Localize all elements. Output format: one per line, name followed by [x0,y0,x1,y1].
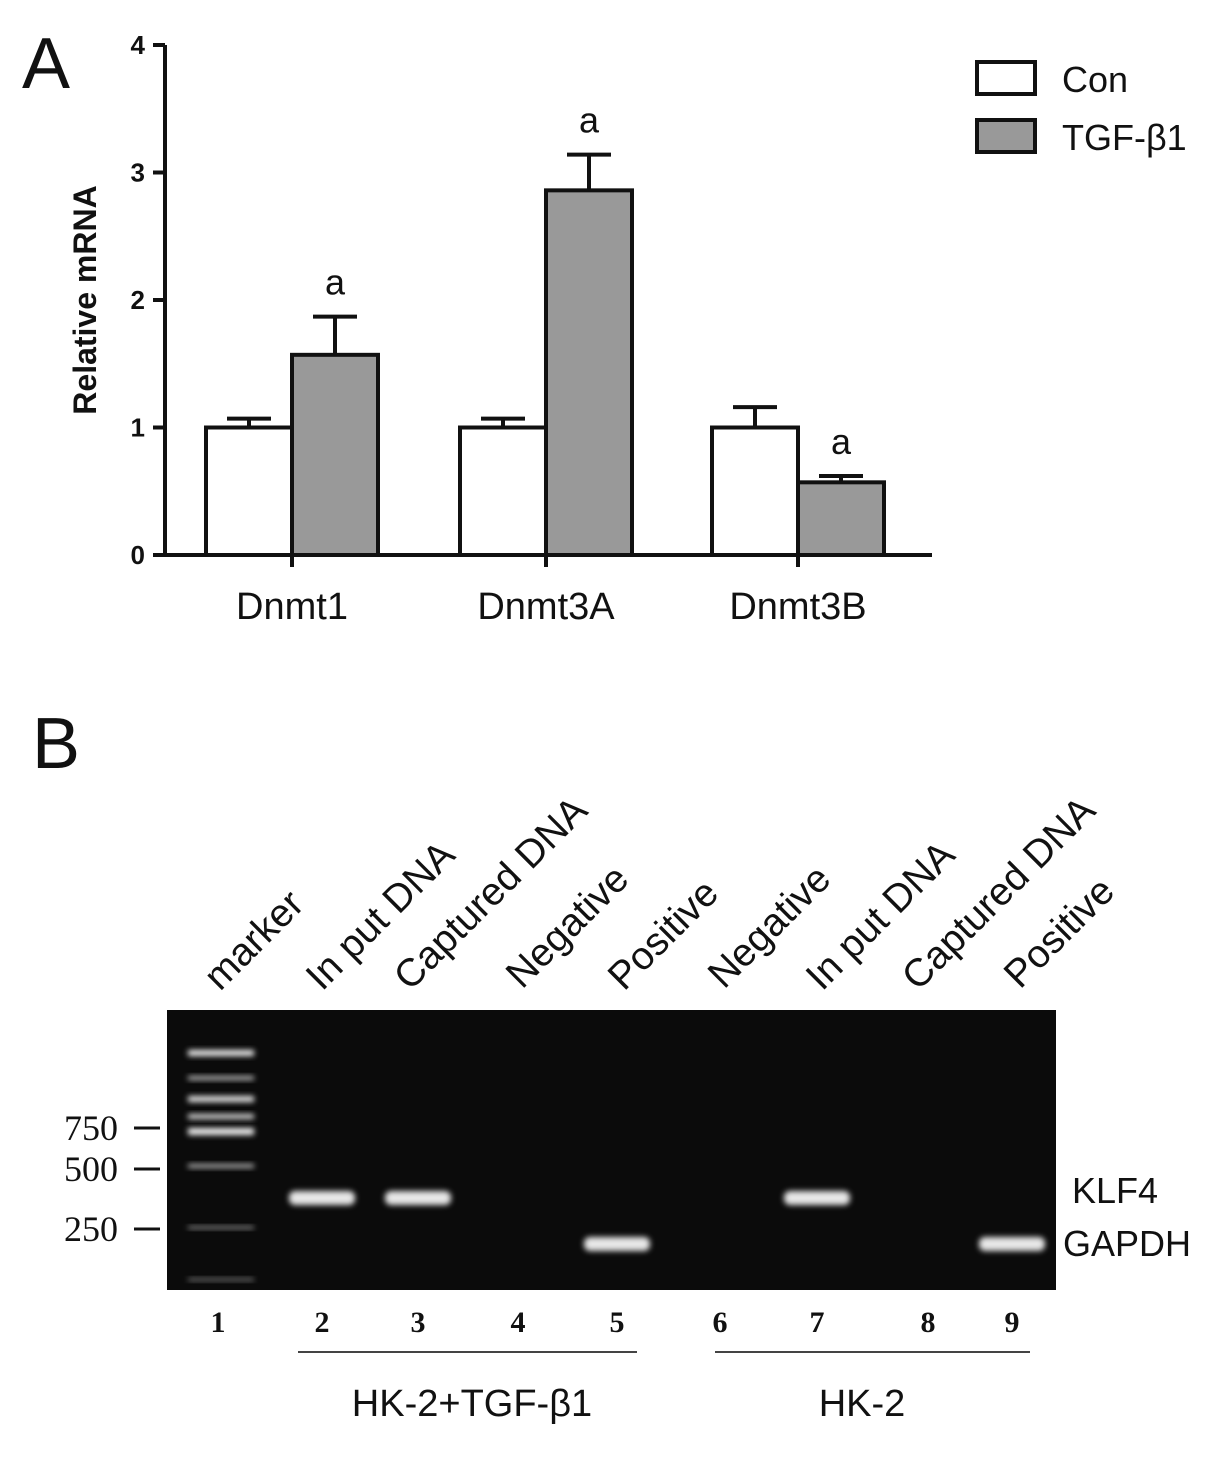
marker-band [188,1114,254,1119]
bar-chart: 0 1 2 3 4 Relative mRNA Dnmt1 a Dnmt3A a Dnmt3B a [67,30,932,628]
size-marker-label: 500 [64,1149,118,1189]
bar [710,425,800,557]
lane-number: 1 [211,1306,226,1339]
y-tick-label: 0 [131,540,145,570]
size-marker-label: 250 [64,1209,118,1249]
gel-band [385,1191,451,1205]
bar [796,480,886,558]
y-axis-label: Relative mRNA [67,185,103,414]
gel-band [979,1237,1045,1251]
chart-legend: Con TGF-β1 [975,59,1187,158]
lane-number: 7 [810,1306,825,1339]
gel-band [784,1191,850,1205]
significance-annotation: a [325,262,346,303]
marker-band [188,1096,254,1102]
size-marker-label: 750 [64,1108,118,1148]
lane-number: 4 [511,1306,526,1339]
y-tick-label: 2 [131,285,145,315]
group-label: HK-2 [819,1383,906,1425]
lane-number: 9 [1005,1306,1020,1339]
legend-swatch [975,118,1037,154]
gel-band [289,1191,355,1205]
x-category-label: Dnmt3A [477,586,615,628]
marker-band [188,1050,254,1056]
significance-annotation: a [831,421,852,462]
bar [290,352,380,558]
legend-swatch [975,60,1037,96]
panel-b-letter: B [32,704,80,784]
bar [458,425,548,557]
lane-name-label: marker [196,882,312,998]
lane-number: 5 [610,1306,625,1339]
x-category-label: Dnmt1 [236,586,348,628]
marker-band [188,1226,254,1229]
lane-number: 8 [921,1306,936,1339]
lane-number: 3 [411,1306,426,1339]
legend-label: TGF-β1 [1062,117,1187,158]
x-category-label: Dnmt3B [729,586,866,628]
y-tick-label: 3 [131,158,145,188]
marker-band [188,1128,254,1135]
gene-label: GAPDH [1063,1223,1191,1264]
bar [544,188,634,557]
legend-label: Con [1062,59,1128,100]
gel-band [584,1237,650,1251]
marker-band [188,1278,254,1281]
significance-annotation: a [579,100,600,141]
y-tick-label: 4 [131,30,146,60]
marker-band [188,1164,254,1168]
bar [204,425,294,557]
lane-number: 6 [713,1306,728,1339]
y-tick-label: 1 [131,413,145,443]
panel-a-letter: A [22,24,70,104]
gene-label: KLF4 [1072,1170,1158,1211]
marker-band [188,1076,254,1080]
lane-number: 2 [315,1306,330,1339]
group-label: HK-2+TGF-β1 [352,1383,592,1425]
